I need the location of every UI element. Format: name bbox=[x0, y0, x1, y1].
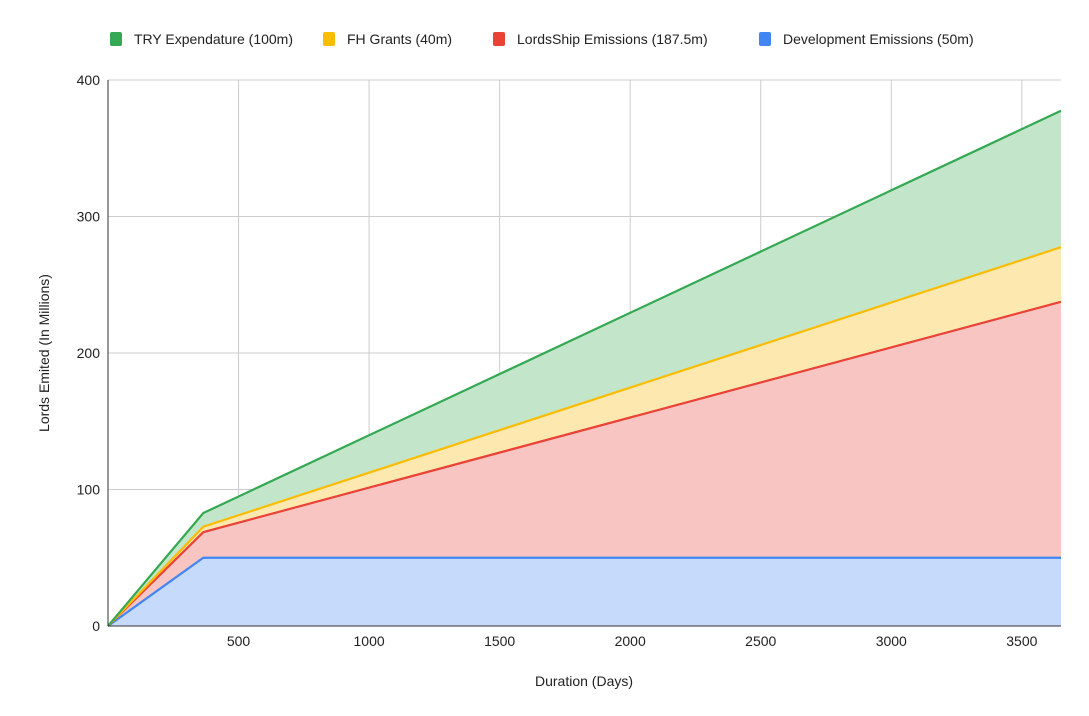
legend-label: TRY Expendature (100m) bbox=[134, 31, 293, 47]
x-tick-label: 1500 bbox=[484, 633, 515, 649]
areas bbox=[108, 110, 1061, 626]
y-tick-label: 400 bbox=[77, 72, 101, 88]
y-tick-label: 300 bbox=[77, 209, 101, 225]
y-axis-title: Lords Emited (In Millions) bbox=[36, 274, 52, 432]
y-tick-label: 0 bbox=[92, 618, 100, 634]
legend: TRY Expendature (100m) FH Grants (40m) Lor… bbox=[110, 31, 974, 47]
x-axis-title: Duration (Days) bbox=[535, 673, 633, 689]
x-tick-label: 2500 bbox=[745, 633, 776, 649]
legend-swatch bbox=[110, 32, 122, 46]
legend-swatch bbox=[323, 32, 335, 46]
axes: 0 100 200 300 400 500 1000 1500 2000 2500 3000 3500 bbox=[77, 72, 1061, 649]
area-3 bbox=[108, 110, 1061, 626]
legend-label: Development Emissions (50m) bbox=[783, 31, 974, 47]
area-0 bbox=[108, 557, 1061, 626]
x-tick-label: 500 bbox=[227, 633, 251, 649]
series-line-1 bbox=[107, 300, 1062, 627]
series-line-3 bbox=[107, 109, 1062, 627]
legend-swatch bbox=[759, 32, 771, 46]
x-tick-label: 1000 bbox=[354, 633, 385, 649]
legend-label: FH Grants (40m) bbox=[347, 31, 452, 47]
x-tick-label: 3000 bbox=[876, 633, 907, 649]
area-2 bbox=[108, 247, 1061, 626]
series-line-2 bbox=[107, 246, 1062, 627]
series-line-0 bbox=[107, 556, 1061, 627]
x-tick-label: 2000 bbox=[615, 633, 646, 649]
x-tick-label: 3500 bbox=[1006, 633, 1037, 649]
area-1 bbox=[108, 301, 1061, 626]
y-tick-label: 100 bbox=[77, 482, 101, 498]
legend-label: LordsShip Emissions (187.5m) bbox=[517, 31, 708, 47]
series-lines bbox=[107, 109, 1062, 627]
y-tick-label: 200 bbox=[77, 345, 101, 361]
legend-swatch bbox=[493, 32, 505, 46]
